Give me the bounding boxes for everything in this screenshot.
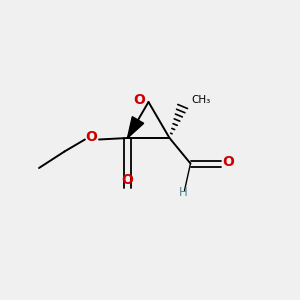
Text: O: O — [222, 155, 234, 169]
Text: H: H — [178, 185, 188, 199]
Text: O: O — [122, 173, 134, 187]
Text: O: O — [85, 130, 98, 144]
Polygon shape — [128, 117, 144, 138]
Text: CH₃: CH₃ — [191, 94, 210, 105]
Text: O: O — [134, 94, 146, 107]
